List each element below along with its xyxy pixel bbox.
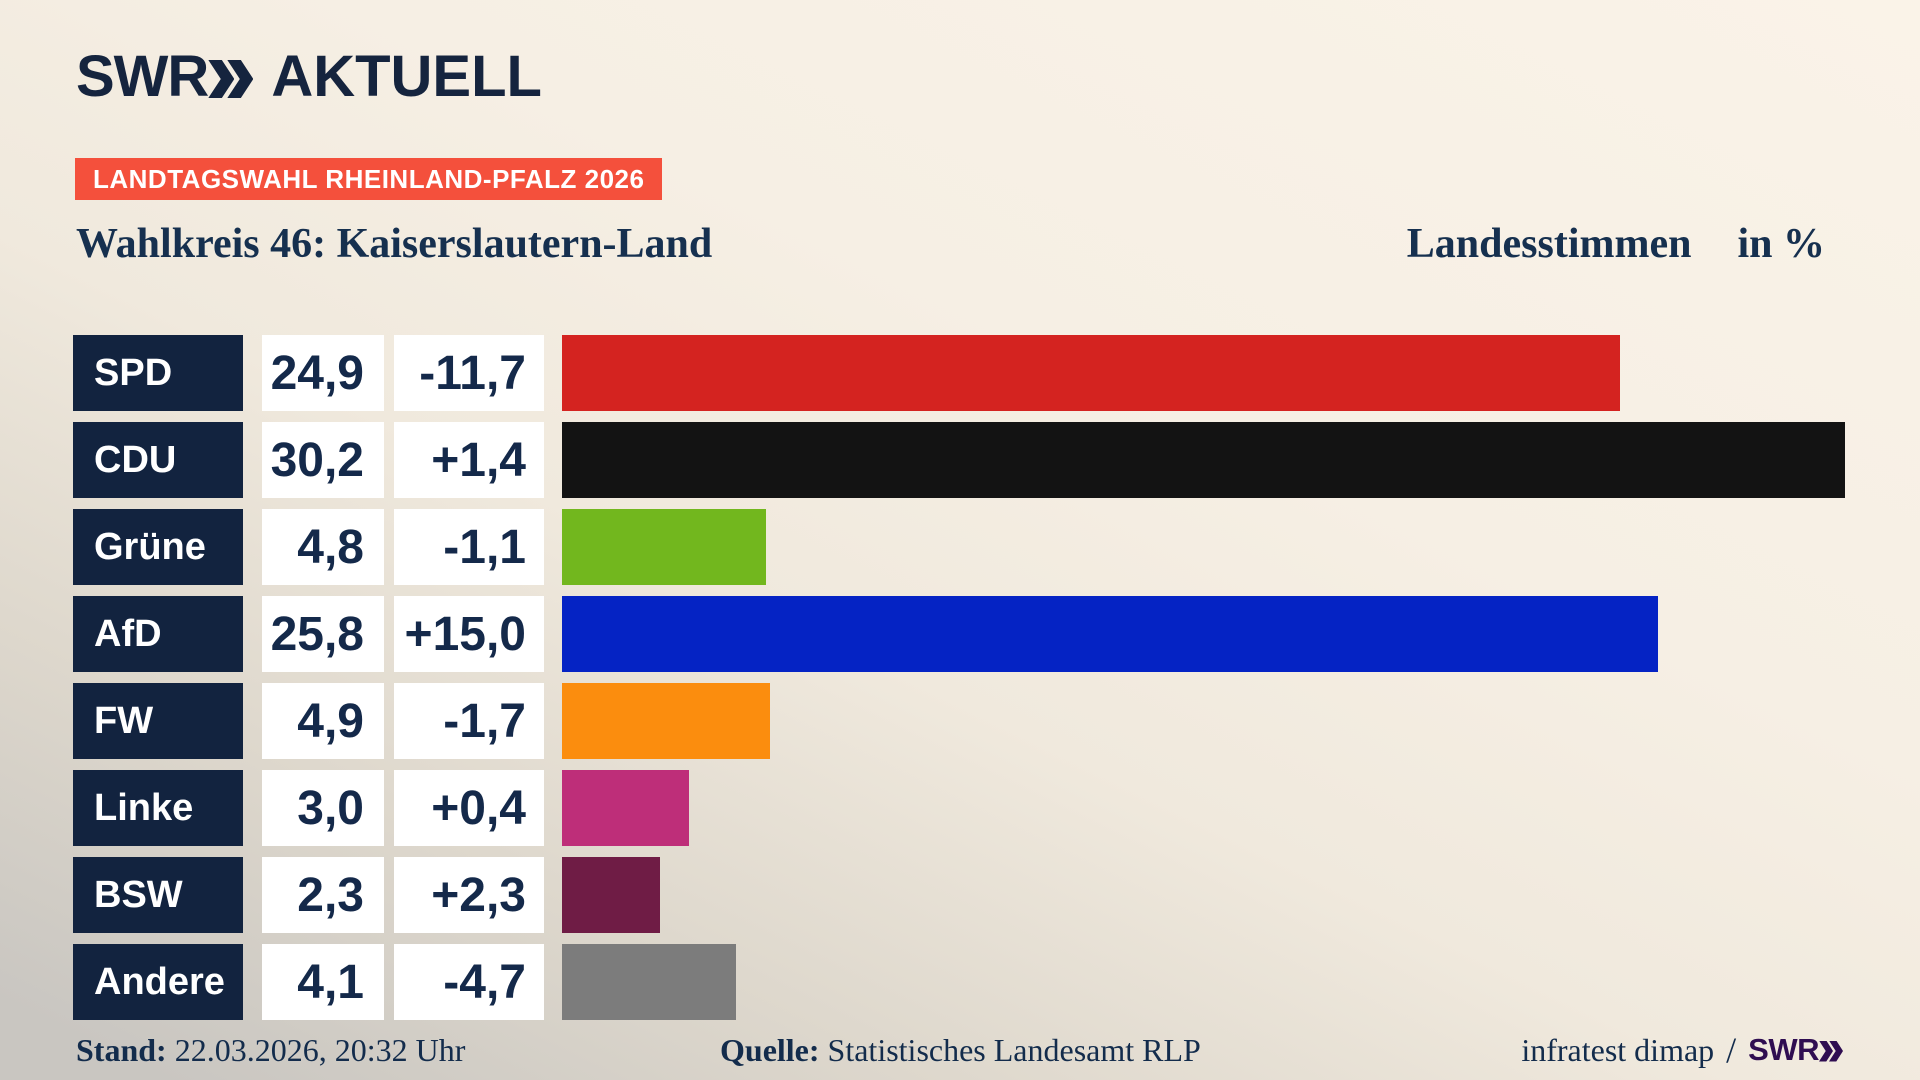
chevron-right-icon (1829, 1040, 1843, 1062)
stand-label: Stand: (76, 1032, 167, 1068)
vote-type-text: Landesstimmen (1406, 221, 1692, 267)
swr-brand-text: SWR (1748, 1032, 1819, 1067)
party-change: +1,4 (394, 422, 544, 498)
swr-aktuell-logo: SWR AKTUELL (76, 48, 542, 106)
party-label: FW (73, 683, 243, 759)
vote-type-label: Landesstimmen in % (1407, 218, 1825, 270)
party-change: +0,4 (394, 770, 544, 846)
party-change: -1,7 (394, 683, 544, 759)
result-bar (562, 335, 1620, 411)
result-bar (562, 857, 660, 933)
party-value: 3,0 (262, 770, 384, 846)
party-change: -11,7 (394, 335, 544, 411)
bar-track (562, 596, 1845, 672)
result-bar (562, 509, 766, 585)
party-label: BSW (73, 857, 243, 933)
title-row: Wahlkreis 46: Kaiserslautern-Land Landes… (76, 218, 1825, 270)
bar-track (562, 422, 1845, 498)
source-note: Quelle: Statistisches Landesamt RLP (720, 1028, 1201, 1072)
stand-timestamp: Stand: 22.03.2026, 20:32 Uhr (76, 1028, 465, 1072)
party-row: CDU 30,2 +1,4 (73, 422, 1845, 498)
party-value: 2,3 (262, 857, 384, 933)
swr-double-chevron-icon (1819, 1040, 1843, 1062)
stand-value: 22.03.2026, 20:32 Uhr (174, 1032, 466, 1068)
party-value: 30,2 (262, 422, 384, 498)
credit-note: infratest dimap / SWR (1521, 1028, 1843, 1072)
results-bar-chart: SPD 24,9 -11,7 CDU 30,2 +1,4 Grüne 4,8 -… (0, 335, 1920, 1031)
chevron-right-icon (1819, 1040, 1833, 1062)
party-row: Grüne 4,8 -1,1 (73, 509, 1845, 585)
party-change: +2,3 (394, 857, 544, 933)
credit-separator: / (1726, 1030, 1737, 1070)
bar-track (562, 857, 1845, 933)
party-label: Grüne (73, 509, 243, 585)
unit-text: in % (1737, 221, 1825, 267)
party-value: 25,8 (262, 596, 384, 672)
result-bar (562, 683, 771, 759)
page-title: Wahlkreis 46: Kaiserslautern-Land (76, 221, 713, 267)
result-bar (562, 596, 1659, 672)
party-row: BSW 2,3 +2,3 (73, 857, 1845, 933)
party-label: CDU (73, 422, 243, 498)
party-change: +15,0 (394, 596, 544, 672)
election-badge: LANDTAGSWAHL RHEINLAND-PFALZ 2026 (75, 158, 663, 200)
logo-suffix-text: AKTUELL (271, 44, 542, 109)
logo-brand-text: SWR (76, 44, 209, 109)
logo-double-chevron-icon (208, 60, 254, 98)
bar-track (562, 770, 1845, 846)
party-label: Linke (73, 770, 243, 846)
bar-track (562, 509, 1845, 585)
party-row: SPD 24,9 -11,7 (73, 335, 1845, 411)
source-value: Statistisches Landesamt RLP (827, 1032, 1201, 1068)
result-bar (562, 944, 737, 1020)
source-label: Quelle: (720, 1032, 820, 1068)
party-value: 4,1 (262, 944, 384, 1020)
party-label: Andere (73, 944, 243, 1020)
party-value: 4,8 (262, 509, 384, 585)
party-change: -1,1 (394, 509, 544, 585)
bar-track (562, 944, 1845, 1020)
chevron-right-icon (208, 60, 235, 98)
bar-track (562, 683, 1845, 759)
party-label: SPD (73, 335, 243, 411)
party-label: AfD (73, 596, 243, 672)
credit-agency: infratest dimap (1521, 1032, 1715, 1068)
party-row: Linke 3,0 +0,4 (73, 770, 1845, 846)
bar-track (562, 335, 1845, 411)
party-value: 4,9 (262, 683, 384, 759)
party-row: FW 4,9 -1,7 (73, 683, 1845, 759)
result-bar (562, 422, 1845, 498)
party-row: Andere 4,1 -4,7 (73, 944, 1845, 1020)
footer: Stand: 22.03.2026, 20:32 Uhr Quelle: Sta… (0, 1028, 1920, 1072)
swr-logo-small: SWR (1748, 1028, 1843, 1072)
party-change: -4,7 (394, 944, 544, 1020)
party-row: AfD 25,8 +15,0 (73, 596, 1845, 672)
result-bar (562, 770, 690, 846)
party-value: 24,9 (262, 335, 384, 411)
